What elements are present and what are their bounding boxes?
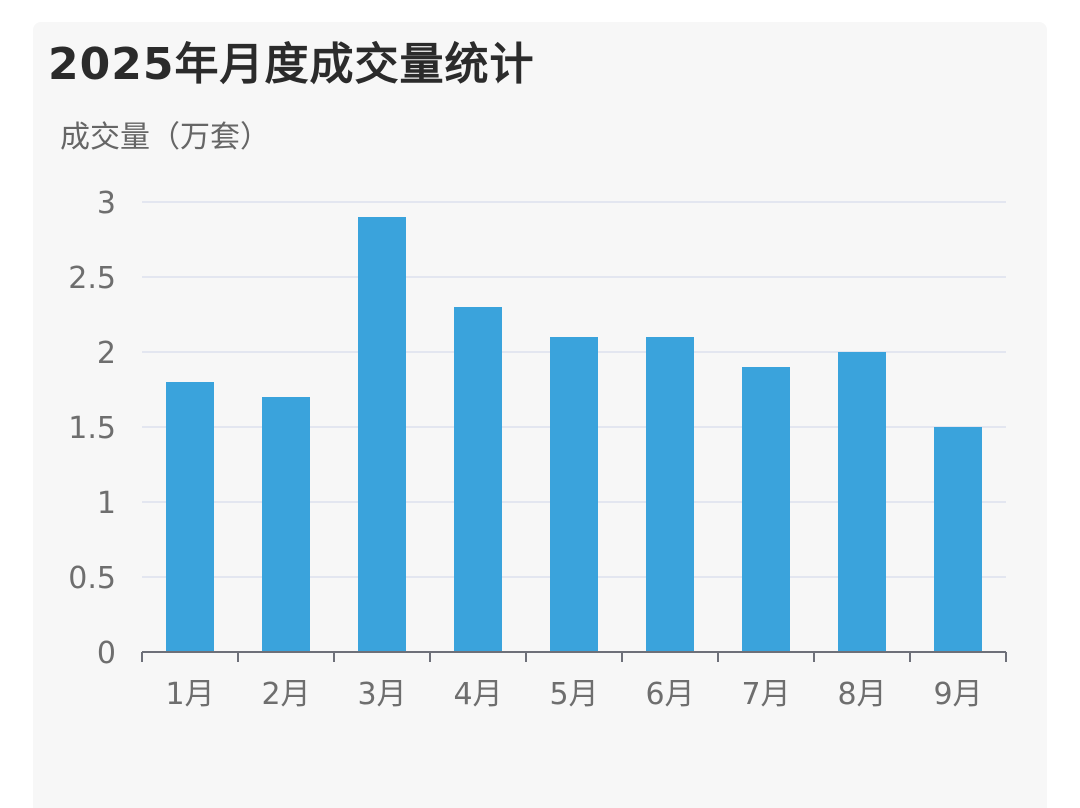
y-tick-label: 0.5 — [68, 561, 116, 596]
bar-2月 — [262, 397, 310, 652]
x-tick-label: 5月 — [549, 677, 598, 712]
y-axis-label: 成交量（万套） — [60, 120, 270, 155]
x-tick-label: 6月 — [645, 677, 694, 712]
chart-title: 2025年月度成交量统计 — [48, 39, 535, 90]
bar-7月 — [742, 367, 790, 652]
y-tick-label: 2 — [97, 336, 116, 371]
y-tick-label: 2.5 — [68, 261, 116, 296]
x-tick-label: 4月 — [453, 677, 502, 712]
y-tick-label: 1 — [97, 486, 116, 521]
bar-6月 — [646, 337, 694, 652]
x-tick-label: 9月 — [933, 677, 982, 712]
y-tick-label: 3 — [97, 186, 116, 221]
bar-3月 — [358, 217, 406, 652]
x-tick-label: 7月 — [741, 677, 790, 712]
x-tick-label: 2月 — [261, 677, 310, 712]
bar-8月 — [838, 352, 886, 652]
y-tick-label: 0 — [97, 636, 116, 671]
x-tick-label: 3月 — [357, 677, 406, 712]
bar-5月 — [550, 337, 598, 652]
x-tick-label: 1月 — [165, 677, 214, 712]
bar-9月 — [934, 427, 982, 652]
y-tick-label: 1.5 — [68, 411, 116, 446]
bar-1月 — [166, 382, 214, 652]
bar-4月 — [454, 307, 502, 652]
x-tick-label: 8月 — [837, 677, 886, 712]
